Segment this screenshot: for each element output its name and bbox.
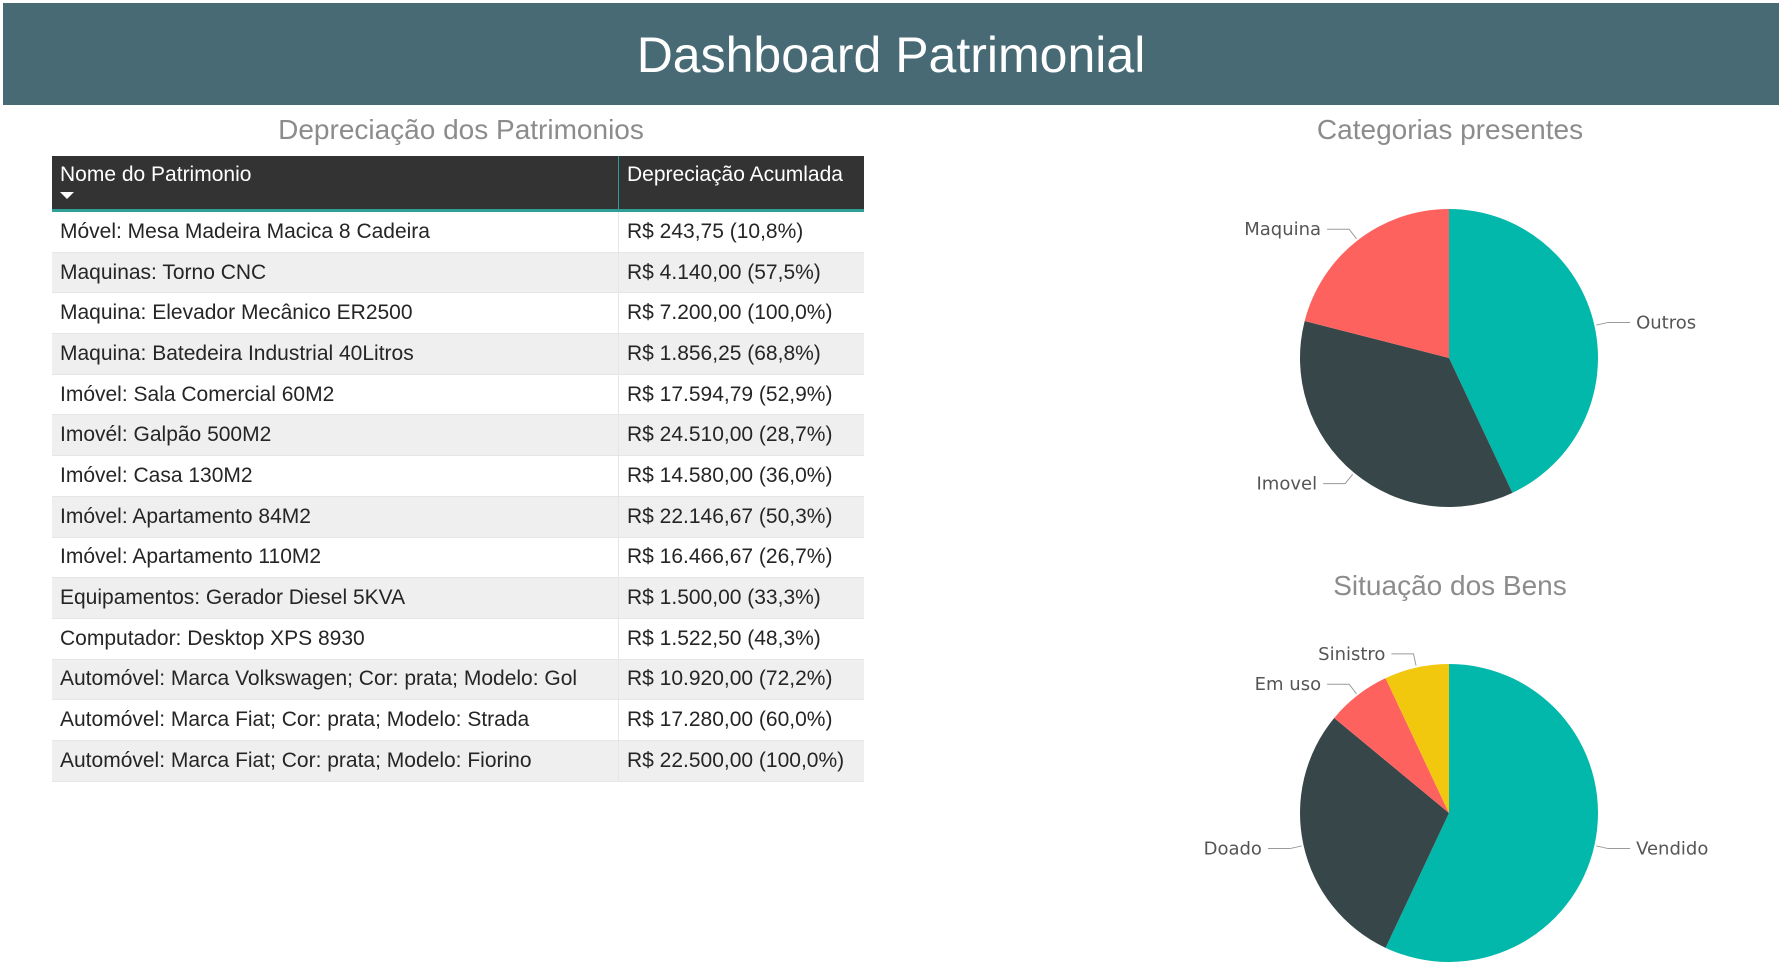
cell-depreciation: R$ 10.920,00 (72,2%) — [618, 659, 864, 701]
cell-depreciation: R$ 17.594,79 (52,9%) — [618, 374, 864, 416]
pie-slice-em-uso[interactable] — [1334, 678, 1449, 813]
cell-depreciation: R$ 1.522,50 (48,3%) — [618, 618, 864, 660]
pie-slice-vendido[interactable] — [1385, 664, 1598, 963]
table-row[interactable]: Imóvel: Apartamento 84M2 R$ 22.146,67 (50… — [52, 496, 864, 538]
cell-depreciation: R$ 14.580,00 (36,0%) — [618, 455, 864, 497]
table-row[interactable]: Automóvel: Marca Fiat; Cor: prata; Model… — [52, 740, 864, 782]
situation-chart-title: Situação dos Bens — [1333, 570, 1567, 601]
table-row[interactable]: Maquina: Batedeira Industrial 40Litros R$… — [52, 333, 864, 375]
categories-pie-chart: Outros Imovel Maquina — [1244, 209, 1696, 508]
cell-depreciation: R$ 22.146,67 (50,3%) — [618, 496, 864, 538]
pie-leader-line — [1267, 845, 1302, 850]
table-row[interactable]: Imovél: Galpão 500M2 R$ 24.510,00 (28,7%) — [52, 414, 864, 457]
column-header-name-label: Nome do Patrimonio — [60, 163, 252, 186]
cell-depreciation: R$ 7.200,00 (100,0%) — [618, 292, 864, 335]
cell-asset-name: Automóvel: Marca Fiat; Cor: prata; Model… — [52, 699, 619, 741]
cell-asset-name: Imóvel: Apartamento 84M2 — [52, 496, 619, 538]
categories-chart-title: Categorias presentes — [1316, 114, 1584, 145]
cell-asset-name: Maquinas: Torno CNC — [52, 252, 619, 294]
table-row[interactable]: Imóvel: Casa 130M2 R$ 14.580,00 (36,0%) — [52, 455, 864, 497]
pie-leader-line — [1327, 683, 1357, 694]
header-bar: Dashboard Patrimonial — [3, 3, 1779, 105]
table-title: Depreciação dos Patrimonios — [278, 114, 644, 145]
cell-asset-name: Imóvel: Sala Comercial 60M2 — [52, 374, 619, 416]
page-title: Dashboard Patrimonial — [636, 27, 1146, 83]
table-row[interactable]: Automóvel: Marca Fiat; Cor: prata; Model… — [52, 699, 864, 741]
table-row[interactable]: Imóvel: Sala Comercial 60M2 R$ 17.594,79 … — [52, 374, 864, 416]
cell-asset-name: Imovél: Galpão 500M2 — [52, 414, 619, 457]
situation-pie-chart: Vendido Doado Em uso Sinistro — [1204, 644, 1708, 963]
cell-asset-name: Automóvel: Marca Volkswagen; Cor: prata;… — [52, 659, 619, 701]
cell-depreciation: R$ 17.280,00 (60,0%) — [618, 699, 864, 741]
table-row[interactable]: Automóvel: Marca Volkswagen; Cor: prata;… — [52, 659, 864, 701]
depreciation-table: Nome do Patrimonio Depreciação Acumlada … — [52, 156, 864, 782]
pie-label: Doado — [1204, 839, 1262, 860]
pie-label: Sinistro — [1318, 644, 1385, 665]
cell-depreciation: R$ 4.140,00 (57,5%) — [618, 252, 864, 294]
pie-leader-line — [1596, 845, 1631, 850]
column-header-name[interactable]: Nome do Patrimonio — [52, 156, 619, 212]
table-row[interactable]: Computador: Desktop XPS 8930 R$ 1.522,50 … — [52, 618, 864, 660]
table-row[interactable]: Equipamentos: Gerador Diesel 5KVA R$ 1.50… — [52, 577, 864, 619]
cell-asset-name: Maquina: Batedeira Industrial 40Litros — [52, 333, 619, 375]
cell-depreciation: R$ 1.500,00 (33,3%) — [618, 577, 864, 619]
pie-slice-maquina[interactable] — [1304, 209, 1449, 358]
pie-leader-line — [1323, 474, 1354, 485]
table-row[interactable]: Maquinas: Torno CNC R$ 4.140,00 (57,5%) — [52, 252, 864, 294]
table-row[interactable]: Imóvel: Apartamento 110M2 R$ 16.466,67 (2… — [52, 537, 864, 579]
pie-label: Outros — [1636, 312, 1696, 333]
table-row[interactable]: Móvel: Mesa Madeira Macica 8 Cadeira R$ 2… — [52, 210, 864, 253]
cell-depreciation: R$ 22.500,00 (100,0%) — [618, 740, 864, 782]
cell-depreciation: R$ 1.856,25 (68,8%) — [618, 333, 864, 375]
column-header-depreciation[interactable]: Depreciação Acumlada — [618, 156, 864, 212]
sort-descending-icon[interactable] — [60, 192, 74, 199]
pie-slice-doado[interactable] — [1300, 718, 1449, 948]
cell-asset-name: Computador: Desktop XPS 8930 — [52, 618, 619, 660]
table-body: Móvel: Mesa Madeira Macica 8 Cadeira R$ 2… — [52, 210, 864, 782]
cell-asset-name: Móvel: Mesa Madeira Macica 8 Cadeira — [52, 210, 619, 253]
pie-label: Em uso — [1255, 674, 1321, 695]
cell-depreciation: R$ 243,75 (10,8%) — [618, 210, 864, 253]
pie-label: Vendido — [1636, 839, 1708, 860]
cell-asset-name: Automóvel: Marca Fiat; Cor: prata; Model… — [52, 740, 619, 782]
cell-asset-name: Equipamentos: Gerador Diesel 5KVA — [52, 577, 619, 619]
pie-slice-sinistro[interactable] — [1385, 664, 1449, 813]
table-row[interactable]: Maquina: Elevador Mecânico ER2500 R$ 7.20… — [52, 292, 864, 335]
pie-leader-line — [1327, 228, 1357, 239]
pie-label: Imovel — [1257, 474, 1318, 495]
pie-slice-imovel[interactable] — [1300, 320, 1513, 508]
pie-leader-line — [1391, 653, 1417, 666]
cell-asset-name: Imóvel: Casa 130M2 — [52, 455, 619, 497]
cell-depreciation: R$ 16.466,67 (26,7%) — [618, 537, 864, 579]
pie-slice-outros[interactable] — [1449, 209, 1598, 493]
cell-asset-name: Imóvel: Apartamento 110M2 — [52, 537, 619, 579]
table-header-row: Nome do Patrimonio Depreciação Acumlada — [52, 156, 864, 212]
cell-asset-name: Maquina: Elevador Mecânico ER2500 — [52, 292, 619, 335]
pie-leader-line — [1596, 321, 1631, 326]
cell-depreciation: R$ 24.510,00 (28,7%) — [618, 414, 864, 457]
pie-label: Maquina — [1244, 219, 1321, 240]
